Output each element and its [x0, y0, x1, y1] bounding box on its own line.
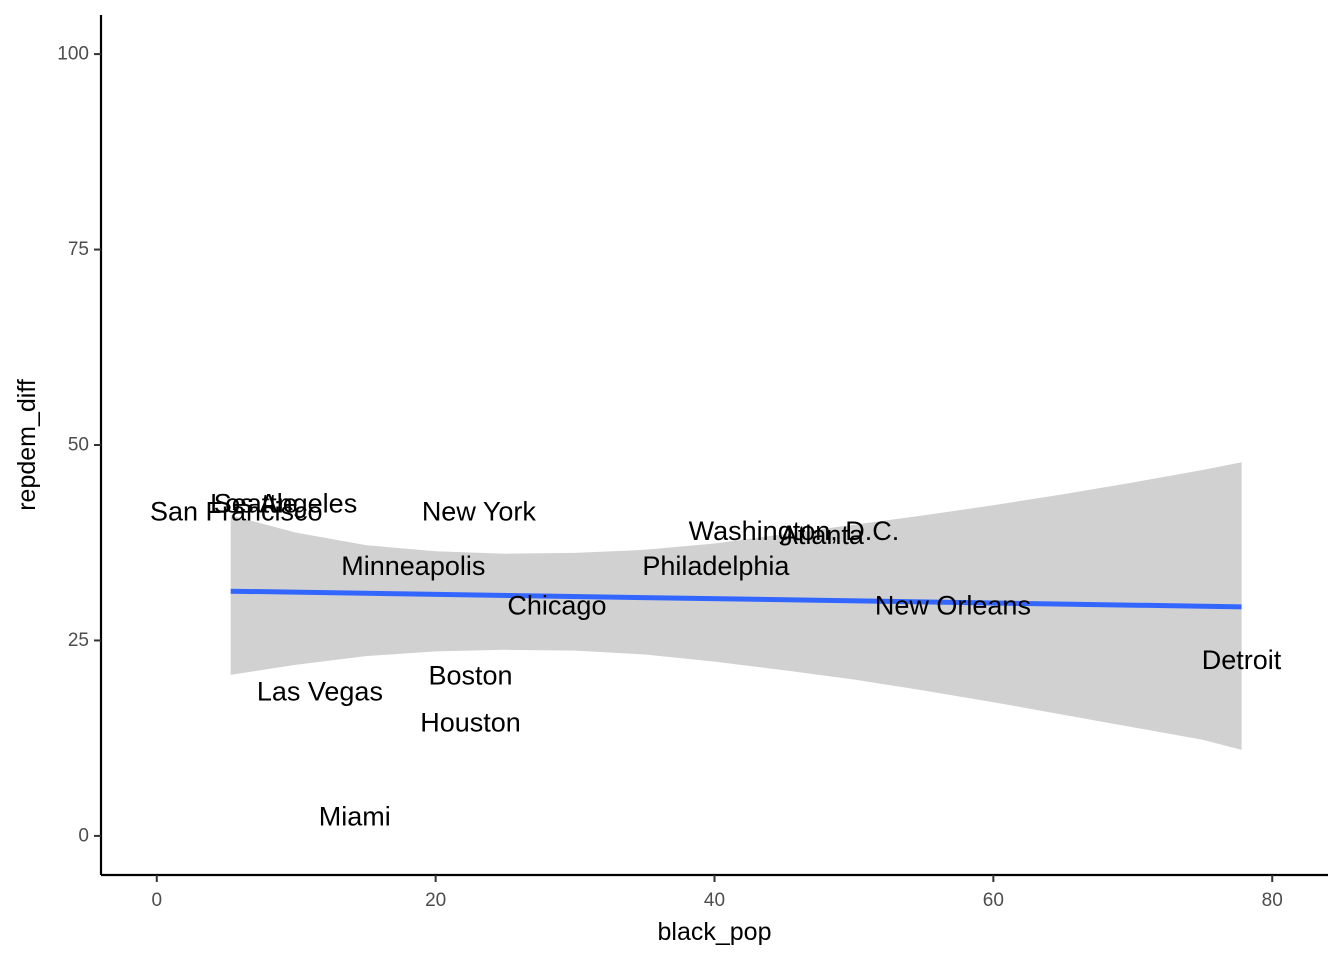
trend-line	[230, 588, 1242, 610]
point-label: New Orleans	[875, 590, 1031, 620]
point-label: Houston	[420, 708, 521, 738]
point-label: Philadelphia	[642, 551, 790, 581]
axes-layer: 0 20 40 60 80 0 25 50 75 100	[57, 15, 1328, 911]
point-label: Las Vegas	[257, 676, 383, 706]
x-axis-title: black_pop	[658, 918, 772, 946]
x-tick-label: 0	[151, 890, 162, 911]
x-tick-label: 20	[425, 890, 446, 911]
y-tick-label: 100	[57, 44, 89, 65]
point-label: Los Angeles	[210, 489, 357, 519]
point-label: Chicago	[507, 590, 606, 620]
y-tick-label: 75	[68, 239, 89, 260]
x-tick-label: 80	[1262, 890, 1283, 911]
point-label: San Francisco	[150, 496, 323, 526]
y-tick-label: 25	[68, 630, 89, 651]
point-label: Detroit	[1202, 645, 1282, 675]
x-tick-label: 60	[983, 890, 1004, 911]
point-label: Boston	[428, 661, 512, 691]
point-label: Washington, D.C.	[689, 516, 900, 546]
point-label: New York	[422, 496, 537, 526]
point-label: Minneapolis	[341, 551, 485, 581]
x-tick-label: 40	[704, 890, 725, 911]
point-label: Seattle	[214, 489, 298, 519]
y-tick-label: 50	[68, 435, 89, 456]
confidence-band	[230, 462, 1242, 750]
point-label: Miami	[319, 801, 391, 831]
point-label: Atlanta	[780, 520, 865, 550]
trend-line-layer	[230, 588, 1242, 610]
confidence-band-layer	[230, 462, 1242, 750]
y-axis-title: repdem_diff	[13, 379, 41, 511]
y-tick-label: 0	[78, 825, 89, 846]
